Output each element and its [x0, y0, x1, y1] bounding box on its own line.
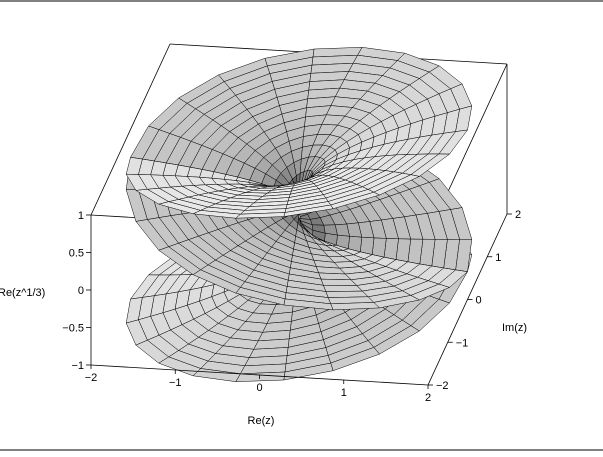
surface-patch: [283, 362, 334, 381]
surface-patch: [235, 371, 286, 382]
surface-patch: [371, 237, 387, 258]
surface-patch: [323, 285, 364, 292]
x-tick-label: −1: [169, 377, 182, 389]
box-edge: [90, 43, 171, 216]
surface-mesh: [125, 47, 473, 382]
x-axis-label: Re(z): [248, 415, 275, 427]
x-tick-label: 1: [341, 387, 347, 399]
surface-patch: [320, 278, 358, 286]
surface-patch: [235, 287, 286, 306]
z-tick-label: −0.5: [62, 323, 84, 335]
surface-patch: [360, 236, 375, 255]
x-tick-label: 0: [256, 382, 262, 394]
surface-patch: [283, 204, 334, 217]
surface-patch: [383, 238, 399, 260]
z-axis-label: Re(z^1/3): [0, 287, 45, 299]
x-tick-label: 2: [425, 392, 431, 404]
y-tick-label: 1: [495, 252, 501, 264]
y-tick-label: 2: [515, 209, 521, 221]
y-tick-label: −1: [456, 337, 469, 349]
z-tick-label: −1: [71, 360, 84, 372]
z-tick-label: 1: [78, 210, 84, 222]
z-tick-label: 0: [78, 285, 84, 297]
y-tick-label: −2: [436, 380, 449, 392]
surface-patch: [325, 290, 369, 298]
x-tick-label: −2: [85, 372, 98, 384]
y-axis-label: Im(z): [502, 322, 527, 334]
y-tick-label: 0: [476, 295, 482, 307]
z-tick-label: 0.5: [69, 248, 84, 260]
